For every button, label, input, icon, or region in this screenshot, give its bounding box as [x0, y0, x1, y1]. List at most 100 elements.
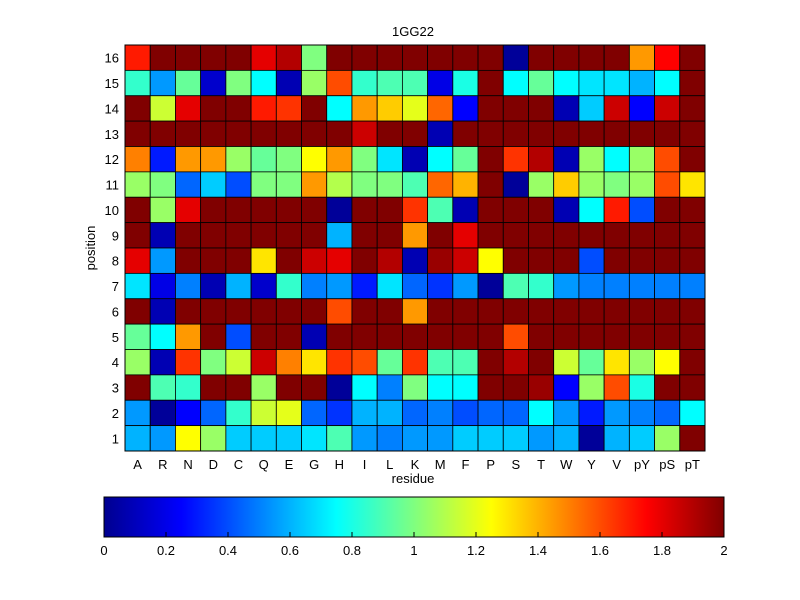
- heatmap-cell: [175, 298, 202, 325]
- heatmap-cell: [603, 171, 630, 198]
- heatmap-cell: [654, 298, 681, 325]
- heatmap-cells: [124, 44, 706, 452]
- heatmap-cell: [477, 171, 504, 198]
- heatmap-cell: [301, 399, 328, 427]
- heatmap-cell: [477, 146, 504, 173]
- colorbar-tick-label: 0: [100, 543, 107, 558]
- heatmap-cell: [200, 272, 227, 300]
- heatmap-cell: [528, 196, 555, 224]
- heatmap-cell: [250, 120, 277, 147]
- heatmap-cell: [502, 196, 529, 224]
- heatmap-cell: [275, 298, 302, 325]
- heatmap-cell: [628, 222, 655, 249]
- heatmap-cell: [149, 247, 176, 274]
- heatmap-cell: [502, 247, 529, 274]
- heatmap-cell: [250, 222, 277, 249]
- heatmap-cell: [502, 222, 529, 249]
- heatmap-cell: [149, 323, 176, 350]
- heatmap-cell: [401, 425, 429, 452]
- y-tick-label: 1: [112, 431, 119, 446]
- heatmap-cell: [301, 171, 328, 198]
- heatmap-cell: [477, 399, 504, 427]
- y-tick-label: 6: [112, 304, 119, 319]
- x-tick-label: H: [335, 457, 344, 472]
- heatmap-cell: [679, 69, 706, 97]
- heatmap-cell: [301, 349, 328, 376]
- heatmap-cell: [124, 95, 151, 122]
- heatmap-cell: [275, 146, 302, 173]
- heatmap-cell: [149, 69, 176, 97]
- heatmap-cell: [275, 323, 302, 350]
- heatmap-cell: [376, 171, 403, 198]
- x-tick-label: Q: [259, 457, 269, 472]
- heatmap-cell: [351, 247, 378, 274]
- y-tick-label: 13: [105, 127, 119, 142]
- heatmap-cell: [427, 425, 454, 452]
- x-tick-label: pS: [659, 457, 675, 472]
- heatmap-cell: [301, 425, 328, 452]
- heatmap-cell: [452, 196, 479, 224]
- heatmap-cell: [528, 222, 555, 249]
- heatmap-cell: [654, 222, 681, 249]
- heatmap-cell: [553, 349, 580, 376]
- heatmap-cell: [376, 95, 403, 122]
- heatmap-cell: [502, 171, 529, 198]
- heatmap-cell: [326, 272, 353, 300]
- heatmap-cell: [477, 272, 504, 300]
- heatmap-cell: [275, 374, 302, 401]
- heatmap-cell: [175, 120, 202, 147]
- heatmap-cell: [301, 69, 328, 97]
- heatmap-cell: [603, 425, 630, 452]
- heatmap-cell: [628, 272, 655, 300]
- heatmap-cell: [654, 120, 681, 147]
- heatmap-cell: [502, 146, 529, 173]
- heatmap-cell: [528, 399, 555, 427]
- heatmap-cell: [654, 272, 681, 300]
- heatmap-cell: [225, 95, 252, 122]
- heatmap-cell: [301, 222, 328, 249]
- heatmap-cell: [175, 44, 202, 71]
- heatmap-cell: [603, 44, 630, 71]
- heatmap-cell: [452, 399, 479, 427]
- heatmap-cell: [175, 323, 202, 350]
- heatmap-cell: [528, 272, 555, 300]
- heatmap-cell: [654, 349, 681, 376]
- heatmap-cell: [628, 323, 655, 350]
- heatmap-cell: [578, 298, 605, 325]
- heatmap-cell: [628, 298, 655, 325]
- colorbar-tick-label: 1.8: [653, 543, 671, 558]
- x-tick-label: K: [411, 457, 420, 472]
- x-tick-label: E: [285, 457, 294, 472]
- heatmap-cell: [124, 298, 151, 325]
- heatmap-cell: [225, 323, 252, 350]
- heatmap-cell: [175, 247, 202, 274]
- heatmap-cell: [578, 222, 605, 249]
- heatmap-cell: [427, 399, 454, 427]
- heatmap-cell: [124, 323, 151, 350]
- heatmap-cell: [628, 349, 655, 376]
- colorbar-tick-label: 0.4: [219, 543, 237, 558]
- heatmap-cell: [477, 120, 504, 147]
- heatmap-cell: [502, 44, 529, 71]
- heatmap-cell: [401, 44, 429, 71]
- heatmap-cell: [427, 146, 454, 173]
- heatmap-cell: [376, 222, 403, 249]
- heatmap-cell: [679, 95, 706, 122]
- heatmap-cell: [528, 146, 555, 173]
- heatmap-cell: [502, 95, 529, 122]
- heatmap-cell: [175, 95, 202, 122]
- heatmap-cell: [326, 120, 353, 147]
- y-tick-label: 14: [105, 101, 119, 116]
- heatmap-cell: [628, 171, 655, 198]
- heatmap-cell: [578, 399, 605, 427]
- heatmap-cell: [477, 247, 504, 274]
- heatmap-cell: [175, 349, 202, 376]
- heatmap-cell: [553, 69, 580, 97]
- colorbar-tick-label: 2: [720, 543, 727, 558]
- heatmap-cell: [376, 349, 403, 376]
- heatmap-cell: [175, 374, 202, 401]
- heatmap-cell: [401, 146, 429, 173]
- heatmap-cell: [477, 196, 504, 224]
- heatmap-cell: [376, 374, 403, 401]
- heatmap-cell: [603, 298, 630, 325]
